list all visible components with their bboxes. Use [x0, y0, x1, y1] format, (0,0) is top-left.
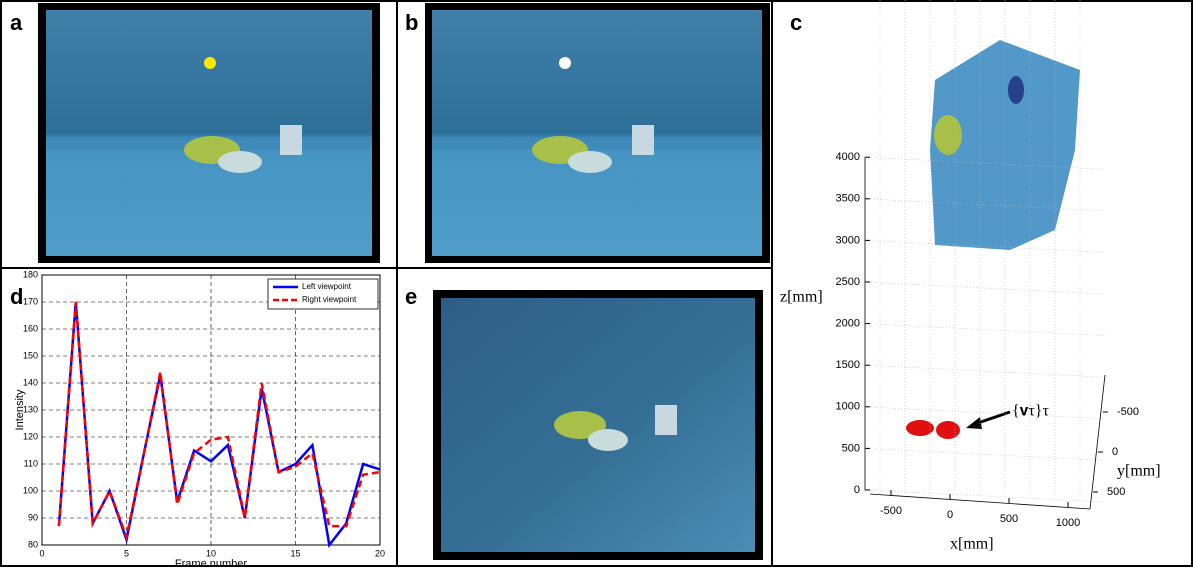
y-tick-label: 130 [23, 404, 38, 414]
grid-line [864, 406, 1106, 420]
z-tick-label: 3500 [836, 193, 860, 205]
series-line [57, 301, 381, 549]
photo-b [425, 3, 770, 263]
legend-label: Left viewpoint [302, 282, 352, 291]
x-tick-label: 10 [206, 548, 216, 558]
photo-a [38, 3, 380, 263]
panel-label: d [10, 284, 23, 309]
z-tick-label: 1500 [836, 359, 860, 371]
x-tick-label: 1000 [1056, 517, 1080, 529]
y-tick-label: 180 [23, 269, 38, 279]
z-tick-label: 1000 [836, 401, 860, 413]
y-tick-label: 170 [23, 296, 38, 306]
grid-line [864, 281, 1106, 295]
y-tick-label: -500 [1117, 406, 1139, 418]
z-tick-label: 4000 [836, 151, 860, 163]
z-tick-label: 0 [854, 484, 860, 496]
x-tick-label: 0 [39, 548, 44, 558]
z-axis-label: z[mm] [780, 289, 823, 306]
y-tick-label: 90 [28, 512, 38, 522]
panel-label: c [790, 10, 802, 35]
z-tick-label: 500 [842, 442, 860, 454]
y-tick-label: 150 [23, 350, 38, 360]
z-tick-label: 3000 [836, 234, 860, 246]
y-tick-label: 500 [1107, 486, 1125, 498]
y-tick-label: 120 [23, 431, 38, 441]
x-tick-label: 500 [1000, 513, 1018, 525]
x-tick-label: 15 [290, 548, 300, 558]
y-tick-label: 80 [28, 539, 38, 549]
annotation: {𝐯τ}τ [1012, 403, 1049, 420]
grid-line [864, 489, 1106, 503]
series-line [57, 301, 381, 542]
panel-label: e [405, 284, 417, 309]
x-axis [869, 493, 1091, 510]
y-axis-label: Intensity [14, 389, 26, 430]
grid-line [864, 323, 1106, 336]
x-tick-label: -500 [880, 505, 902, 517]
z-tick-label: 2000 [836, 318, 860, 330]
grid-line [864, 198, 1106, 212]
legend-box [267, 278, 379, 310]
x-tick-label: 5 [124, 548, 129, 558]
photo-e [433, 290, 763, 560]
z-tick-label: 2500 [836, 276, 860, 288]
grid-line [864, 448, 1106, 461]
y-tick-label: 160 [23, 323, 38, 333]
grid-line [864, 364, 1106, 378]
x-axis-label: x[mm] [950, 536, 994, 553]
legend-label: Right viewpoint [302, 295, 357, 304]
x-tick-label: 0 [947, 509, 953, 521]
panel-label: a [10, 10, 23, 35]
y-axis [1089, 374, 1106, 510]
y-tick-label: 110 [24, 458, 38, 468]
y-tick-label: 0 [1112, 446, 1118, 458]
panel-label: b [405, 10, 418, 35]
y-tick-label: 100 [23, 485, 38, 495]
grid-line [864, 156, 1106, 170]
x-axis-label: Frame number [175, 558, 247, 567]
x-tick-label: 20 [375, 548, 385, 558]
y-tick-label: 140 [23, 377, 38, 387]
grid-line [864, 240, 1106, 253]
y-axis-label: y[mm] [1117, 463, 1161, 480]
